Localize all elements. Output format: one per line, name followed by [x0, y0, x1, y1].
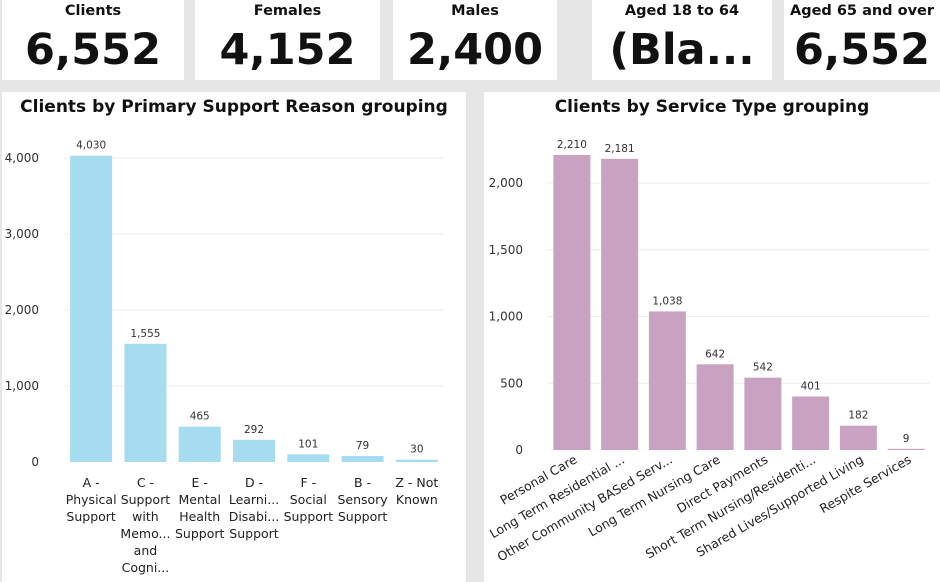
y-tick-label: 1,500 — [489, 243, 523, 257]
bar[interactable] — [648, 311, 686, 450]
kpi-card-females: Females 4,152 — [195, 0, 380, 80]
category-label: Z - Not Known — [395, 475, 438, 507]
bar[interactable] — [124, 343, 167, 462]
y-tick-label: 4,000 — [5, 151, 39, 165]
data-label: 1,555 — [130, 328, 160, 340]
chart-title: Clients by Service Type grouping — [554, 97, 870, 117]
bar[interactable] — [744, 377, 782, 450]
kpi-label: Females — [253, 3, 322, 19]
bar[interactable] — [553, 154, 591, 450]
bar[interactable] — [839, 425, 877, 450]
y-tick-label: 500 — [500, 376, 523, 390]
kpi-label: Males — [451, 3, 499, 19]
kpi-value: 6,552 — [24, 25, 161, 75]
kpi-label: Clients — [64, 3, 122, 19]
data-label: 30 — [410, 444, 423, 456]
data-label: 292 — [244, 424, 264, 436]
bar[interactable] — [70, 155, 113, 462]
data-label: 182 — [848, 410, 868, 422]
kpi-value: 2,400 — [406, 25, 543, 75]
kpi-card-males: Males 2,400 — [393, 0, 557, 80]
data-label: 79 — [356, 440, 369, 452]
data-label: 9 — [903, 433, 910, 445]
category-label: C -Support with Memo... and Cogni... — [120, 475, 170, 575]
bar[interactable] — [696, 364, 734, 450]
bar[interactable] — [341, 455, 384, 462]
y-tick-label: 3,000 — [5, 227, 39, 241]
y-tick-label: 0 — [515, 443, 523, 457]
chart-panel-service-type: Clients by Service Type grouping 0 500 1,0… — [484, 92, 940, 582]
data-label: 2,181 — [605, 143, 635, 155]
kpi-value: 6,552 — [793, 25, 930, 75]
kpi-label: Aged 65 and over — [789, 3, 935, 19]
category-label: E -Mental Health Support — [175, 475, 225, 541]
data-label: 642 — [705, 348, 725, 360]
data-label: 401 — [801, 380, 821, 392]
bar[interactable] — [233, 439, 275, 462]
y-tick-label: 0 — [31, 455, 39, 469]
y-tick-label: 2,000 — [489, 176, 523, 190]
bar[interactable] — [792, 396, 830, 450]
y-tick-label: 1,000 — [489, 310, 523, 324]
category-label: F -Social Support — [284, 475, 334, 524]
kpi-card-aged-65-over: Aged 65 and over 6,552 — [784, 0, 940, 80]
category-label: D -Learni... Disabi... Support — [229, 475, 280, 541]
bar[interactable] — [395, 459, 438, 462]
category-label: B -Sensory Support — [337, 475, 388, 524]
y-tick-label: 1,000 — [5, 379, 39, 393]
primary-support-reason-bar-chart: 0 1,000 2,000 3,000 4,000 4,030 A -Physical Sup… — [5, 140, 444, 575]
data-label: 465 — [190, 411, 210, 423]
kpi-card-clients: Clients 6,552 — [2, 0, 184, 80]
chart-panel-primary-support-reason: Clients by Primary Support Reason groupi… — [2, 92, 466, 582]
bar[interactable] — [287, 454, 330, 462]
data-label: 2,210 — [557, 139, 587, 151]
chart-title: Clients by Primary Support Reason groupi… — [20, 97, 448, 117]
data-label: 4,030 — [76, 140, 106, 152]
kpi-label: Aged 18 to 64 — [624, 3, 740, 19]
kpi-value: (Bla... — [609, 25, 755, 75]
bar[interactable] — [178, 426, 221, 462]
bar[interactable] — [601, 158, 639, 451]
kpi-value: 4,152 — [219, 25, 356, 75]
data-label: 542 — [753, 362, 773, 374]
data-label: 1,038 — [652, 295, 682, 307]
bar[interactable] — [887, 448, 925, 450]
y-tick-label: 2,000 — [5, 303, 39, 317]
category-label: A -Physical Support — [66, 475, 117, 524]
data-label: 101 — [298, 438, 318, 450]
kpi-card-aged-18-64: Aged 18 to 64 (Bla... — [592, 0, 772, 80]
